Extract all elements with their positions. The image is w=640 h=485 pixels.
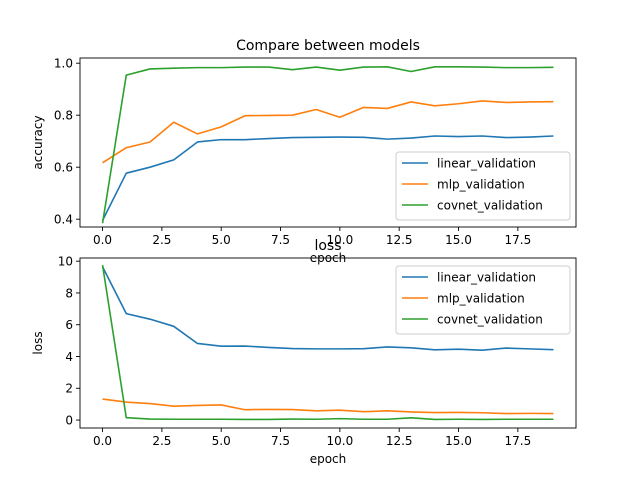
y-axis-label: accuracy: [31, 115, 45, 169]
series-line-mlp_validation: [102, 100, 554, 164]
chart-title: loss: [314, 238, 341, 254]
legend-box: [395, 151, 571, 221]
y-tick-label: 0.6: [54, 161, 73, 175]
y-tick-label: 0.4: [54, 213, 73, 227]
y-tick-label: 2: [65, 382, 73, 396]
y-tick-label: 8: [65, 286, 73, 300]
legend: linear_validation mlp_validation covnet_va…: [395, 151, 571, 221]
x-tick-label: 2.5: [152, 434, 171, 448]
x-tick-label: 10.0: [327, 233, 354, 247]
x-tick-label: 2.5: [152, 233, 171, 247]
legend-box: [395, 265, 571, 335]
y-tick-label: 0: [65, 413, 73, 427]
y-tick-label: 1.0: [54, 57, 73, 71]
y-tick-label: 10: [58, 254, 73, 268]
x-axis-label: epoch: [310, 452, 347, 466]
legend-label: covnet_validation: [437, 312, 543, 326]
x-tick-label: 5.0: [212, 233, 231, 247]
x-tick-label: 15.0: [445, 233, 472, 247]
legend-label: mlp_validation: [437, 177, 525, 191]
x-tick-label: 15.0: [445, 434, 472, 448]
x-tick-label: 12.5: [386, 434, 413, 448]
x-tick-label: 12.5: [386, 233, 413, 247]
x-tick-label: 17.5: [504, 434, 531, 448]
series-line-covnet_validation: [101, 265, 554, 421]
series-line-linear_validation: [101, 266, 554, 351]
subplot-1: 0.0 2.5 5.0 7.5 10.0 12.5 15.0 17.5 0.4 0.6 0.8 1.0…: [31, 38, 577, 265]
series-line-mlp_validation: [102, 398, 554, 415]
x-tick-label: 5.0: [212, 434, 231, 448]
x-tick-label: 7.5: [271, 434, 290, 448]
y-tick-label: 6: [65, 318, 73, 332]
y-axis-label: loss: [31, 331, 45, 354]
axes-frame: [79, 57, 577, 228]
x-tick-label: 7.5: [271, 233, 290, 247]
legend-label: covnet_validation: [437, 198, 543, 212]
series-line-linear_validation: [101, 135, 554, 221]
x-tick-label: 17.5: [504, 233, 531, 247]
x-tick-label: 0.0: [93, 233, 112, 247]
legend-label: mlp_validation: [437, 291, 525, 305]
y-tick-label: 4: [65, 350, 73, 364]
axes-frame: [79, 257, 577, 429]
series-line-covnet_validation: [101, 66, 554, 224]
subplot-2: 0.0 2.5 5.0 7.5 10.0 12.5 15.0 17.5 0 2 4 6 8 10 loss e…: [31, 238, 577, 466]
y-tick-label: 0.8: [54, 109, 73, 123]
legend-label: linear_validation: [437, 270, 536, 284]
chart-title: Compare between models: [236, 38, 420, 54]
legend-label: linear_validation: [437, 156, 536, 170]
x-tick-label: 0.0: [93, 434, 112, 448]
x-tick-label: 10.0: [327, 434, 354, 448]
legend: linear_validation mlp_validation covnet_va…: [395, 265, 571, 335]
